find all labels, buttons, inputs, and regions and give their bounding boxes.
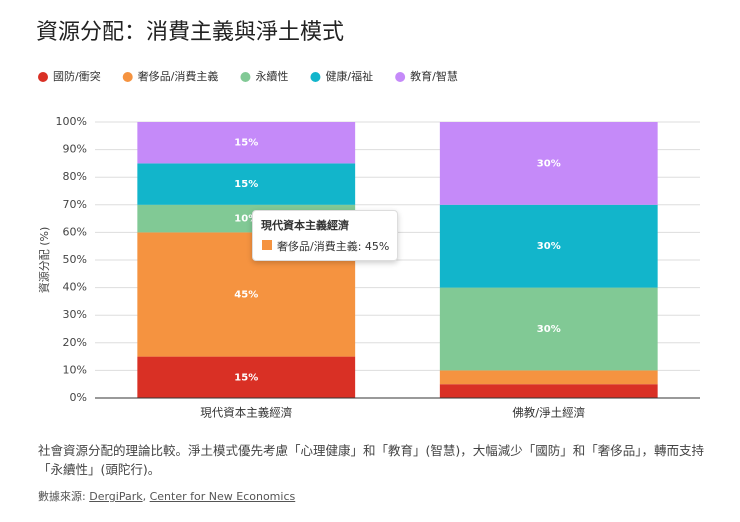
- data-label: 15%: [234, 372, 258, 383]
- data-label: 15%: [234, 138, 258, 149]
- legend-marker: [38, 72, 48, 82]
- y-tick-label: 40%: [63, 281, 87, 294]
- data-label: 15%: [234, 179, 258, 190]
- y-tick-label: 70%: [63, 198, 87, 211]
- chart-title: 資源分配：消費主義與淨土模式: [36, 20, 344, 45]
- bar-segment: [439, 287, 658, 371]
- y-tick-label: 60%: [63, 225, 87, 238]
- tooltip: 現代資本主義經濟 奢侈品/消費主義: 45%: [252, 210, 399, 261]
- source-label: 數據來源:: [38, 490, 86, 503]
- data-label: 30%: [537, 324, 561, 335]
- x-tick-label: 佛教/淨土經濟: [512, 406, 585, 420]
- y-tick-label: 20%: [63, 336, 87, 349]
- bar-segment: [137, 163, 356, 205]
- bar-segment: [137, 122, 356, 164]
- bar-segment: [137, 356, 356, 398]
- data-label: 10%: [234, 214, 258, 225]
- legend-label: 健康/福祉: [325, 69, 373, 83]
- tooltip-row: 奢侈品/消費主義: 45%: [261, 238, 389, 254]
- bar-segment: [439, 122, 658, 205]
- data-label: 45%: [234, 290, 258, 301]
- data-label: 30%: [537, 158, 561, 169]
- tooltip-text: 奢侈品/消費主義: 45%: [277, 240, 390, 253]
- y-tick-label: 0%: [70, 391, 87, 404]
- x-tick-label: 現代資本主義經濟: [200, 406, 292, 420]
- source: 數據來源: DergiPark, Center for New Economic…: [38, 488, 295, 504]
- legend-label: 教育/智慧: [410, 69, 458, 83]
- data-label: 30%: [537, 241, 561, 252]
- legend-marker: [122, 72, 133, 82]
- bar-segment: [439, 370, 658, 385]
- legend-label: 國防/衝突: [53, 69, 101, 83]
- bar-segment: [439, 204, 658, 288]
- y-tick-label: 100%: [56, 115, 87, 128]
- y-axis-label: 資源分配 (%): [37, 227, 51, 294]
- tooltip-swatch: [261, 239, 273, 251]
- legend-marker: [395, 72, 406, 82]
- y-tick-label: 90%: [63, 143, 87, 156]
- y-tick-label: 80%: [63, 170, 87, 183]
- tooltip-title: 現代資本主義經濟: [261, 219, 349, 232]
- legend-marker: [240, 72, 251, 82]
- y-tick-label: 30%: [63, 308, 87, 321]
- source-link[interactable]: Center for New Economics: [149, 490, 296, 503]
- y-tick-label: 10%: [63, 363, 87, 376]
- source-link[interactable]: DergiPark: [89, 490, 143, 503]
- legend-marker: [310, 72, 321, 82]
- bar-segment: [439, 384, 658, 398]
- chart: 資源分配：消費主義與淨土模式 資源分配 (%) 國防/衝突 奢侈品/消費主義 永續性…: [36, 20, 700, 420]
- caption: 社會資源分配的理論比較。淨土模式優先考慮「心理健康」和「教育」(智慧)，大幅減少…: [38, 443, 705, 477]
- source-separator: ,: [142, 490, 147, 503]
- legend-label: 永續性: [255, 69, 288, 83]
- legend-label: 奢侈品/消費主義: [138, 69, 219, 83]
- y-tick-label: 50%: [63, 253, 87, 266]
